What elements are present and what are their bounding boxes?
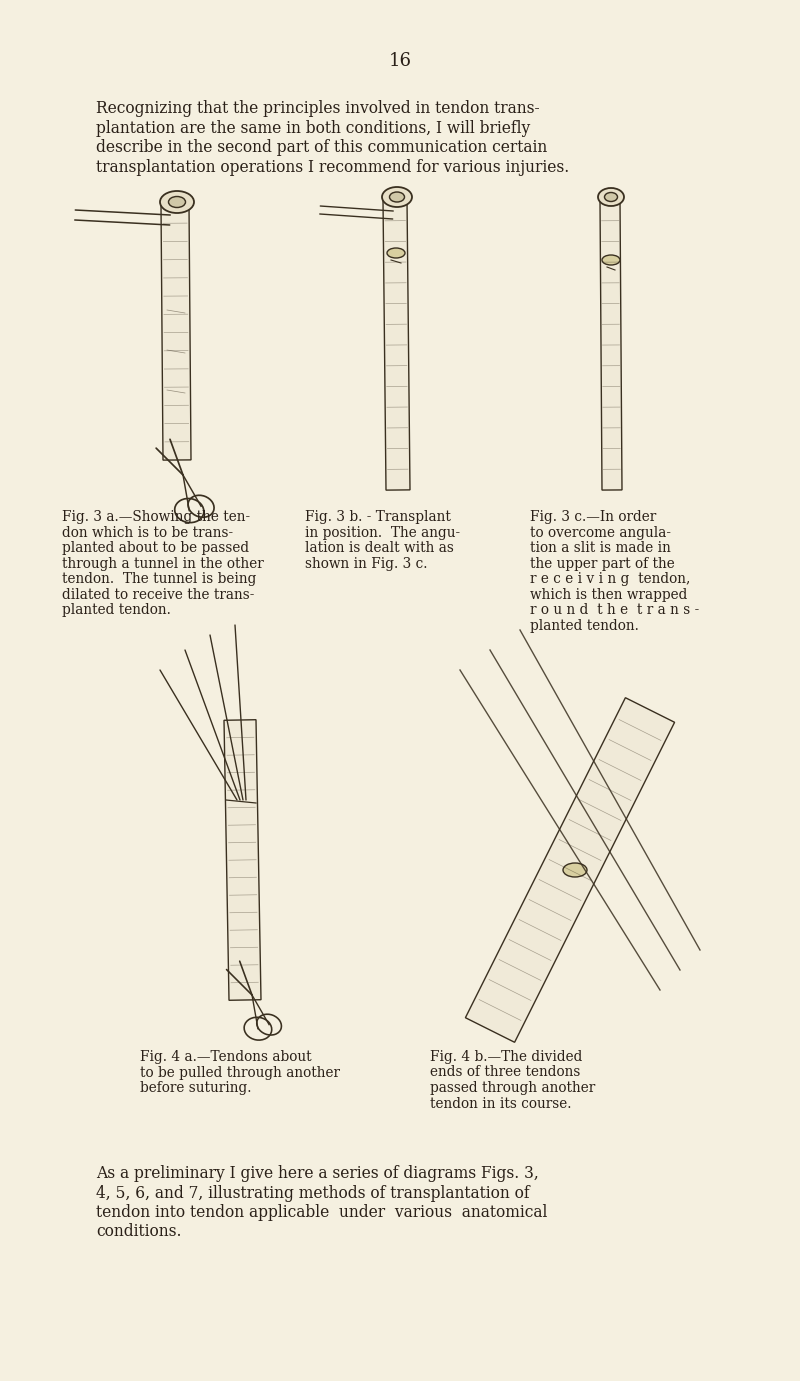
Text: don which is to be trans-: don which is to be trans- — [62, 526, 233, 540]
Ellipse shape — [160, 191, 194, 213]
Text: to be pulled through another: to be pulled through another — [140, 1066, 340, 1080]
Ellipse shape — [563, 863, 587, 877]
Text: r o u n d  t h e  t r a n s -: r o u n d t h e t r a n s - — [530, 603, 699, 617]
Text: plantation are the same in both conditions, I will briefly: plantation are the same in both conditio… — [96, 120, 530, 137]
Text: tendon into tendon applicable  under  various  anatomical: tendon into tendon applicable under vari… — [96, 1204, 547, 1221]
PathPatch shape — [161, 204, 191, 460]
PathPatch shape — [224, 720, 261, 1000]
Text: the upper part of the: the upper part of the — [530, 557, 674, 570]
Text: describe in the second part of this communication certain: describe in the second part of this comm… — [96, 139, 547, 156]
Ellipse shape — [387, 249, 405, 258]
Text: tendon in its course.: tendon in its course. — [430, 1097, 571, 1110]
Text: conditions.: conditions. — [96, 1224, 182, 1240]
Text: Fig. 3 a.—Showing the ten-: Fig. 3 a.—Showing the ten- — [62, 510, 250, 523]
Text: passed through another: passed through another — [430, 1081, 595, 1095]
Text: As a preliminary I give here a series of diagrams Figs. 3,: As a preliminary I give here a series of… — [96, 1166, 538, 1182]
Ellipse shape — [169, 196, 186, 207]
Text: planted tendon.: planted tendon. — [62, 603, 171, 617]
Ellipse shape — [390, 192, 405, 202]
Ellipse shape — [598, 188, 624, 206]
Text: Fig. 4 a.—Tendons about: Fig. 4 a.—Tendons about — [140, 1050, 312, 1063]
Text: tendon.  The tunnel is being: tendon. The tunnel is being — [62, 572, 256, 586]
Text: transplantation operations I recommend for various injuries.: transplantation operations I recommend f… — [96, 159, 570, 175]
Text: shown in Fig. 3 c.: shown in Fig. 3 c. — [305, 557, 427, 570]
Text: r e c e i v i n g  tendon,: r e c e i v i n g tendon, — [530, 572, 690, 586]
Text: which is then wrapped: which is then wrapped — [530, 587, 687, 602]
Ellipse shape — [602, 255, 620, 265]
Text: 4, 5, 6, and 7, illustrating methods of transplantation of: 4, 5, 6, and 7, illustrating methods of … — [96, 1185, 530, 1201]
Text: in position.  The angu-: in position. The angu- — [305, 526, 460, 540]
Text: through a tunnel in the other: through a tunnel in the other — [62, 557, 264, 570]
Text: tion a slit is made in: tion a slit is made in — [530, 541, 671, 555]
Text: Fig. 4 b.—The divided: Fig. 4 b.—The divided — [430, 1050, 582, 1063]
Text: 16: 16 — [389, 52, 411, 70]
Text: before suturing.: before suturing. — [140, 1081, 251, 1095]
Text: dilated to receive the trans-: dilated to receive the trans- — [62, 587, 254, 602]
PathPatch shape — [600, 200, 622, 490]
Text: Recognizing that the principles involved in tendon trans-: Recognizing that the principles involved… — [96, 99, 540, 117]
PathPatch shape — [466, 697, 674, 1043]
Text: lation is dealt with as: lation is dealt with as — [305, 541, 454, 555]
Ellipse shape — [605, 192, 618, 202]
Text: planted tendon.: planted tendon. — [530, 619, 639, 632]
Text: ends of three tendons: ends of three tendons — [430, 1066, 580, 1080]
Text: planted about to be passed: planted about to be passed — [62, 541, 249, 555]
Text: Fig. 3 b. - Transplant: Fig. 3 b. - Transplant — [305, 510, 451, 523]
Ellipse shape — [382, 186, 412, 207]
PathPatch shape — [383, 200, 410, 490]
Text: Fig. 3 c.—In order: Fig. 3 c.—In order — [530, 510, 656, 523]
Text: to overcome angula-: to overcome angula- — [530, 526, 671, 540]
